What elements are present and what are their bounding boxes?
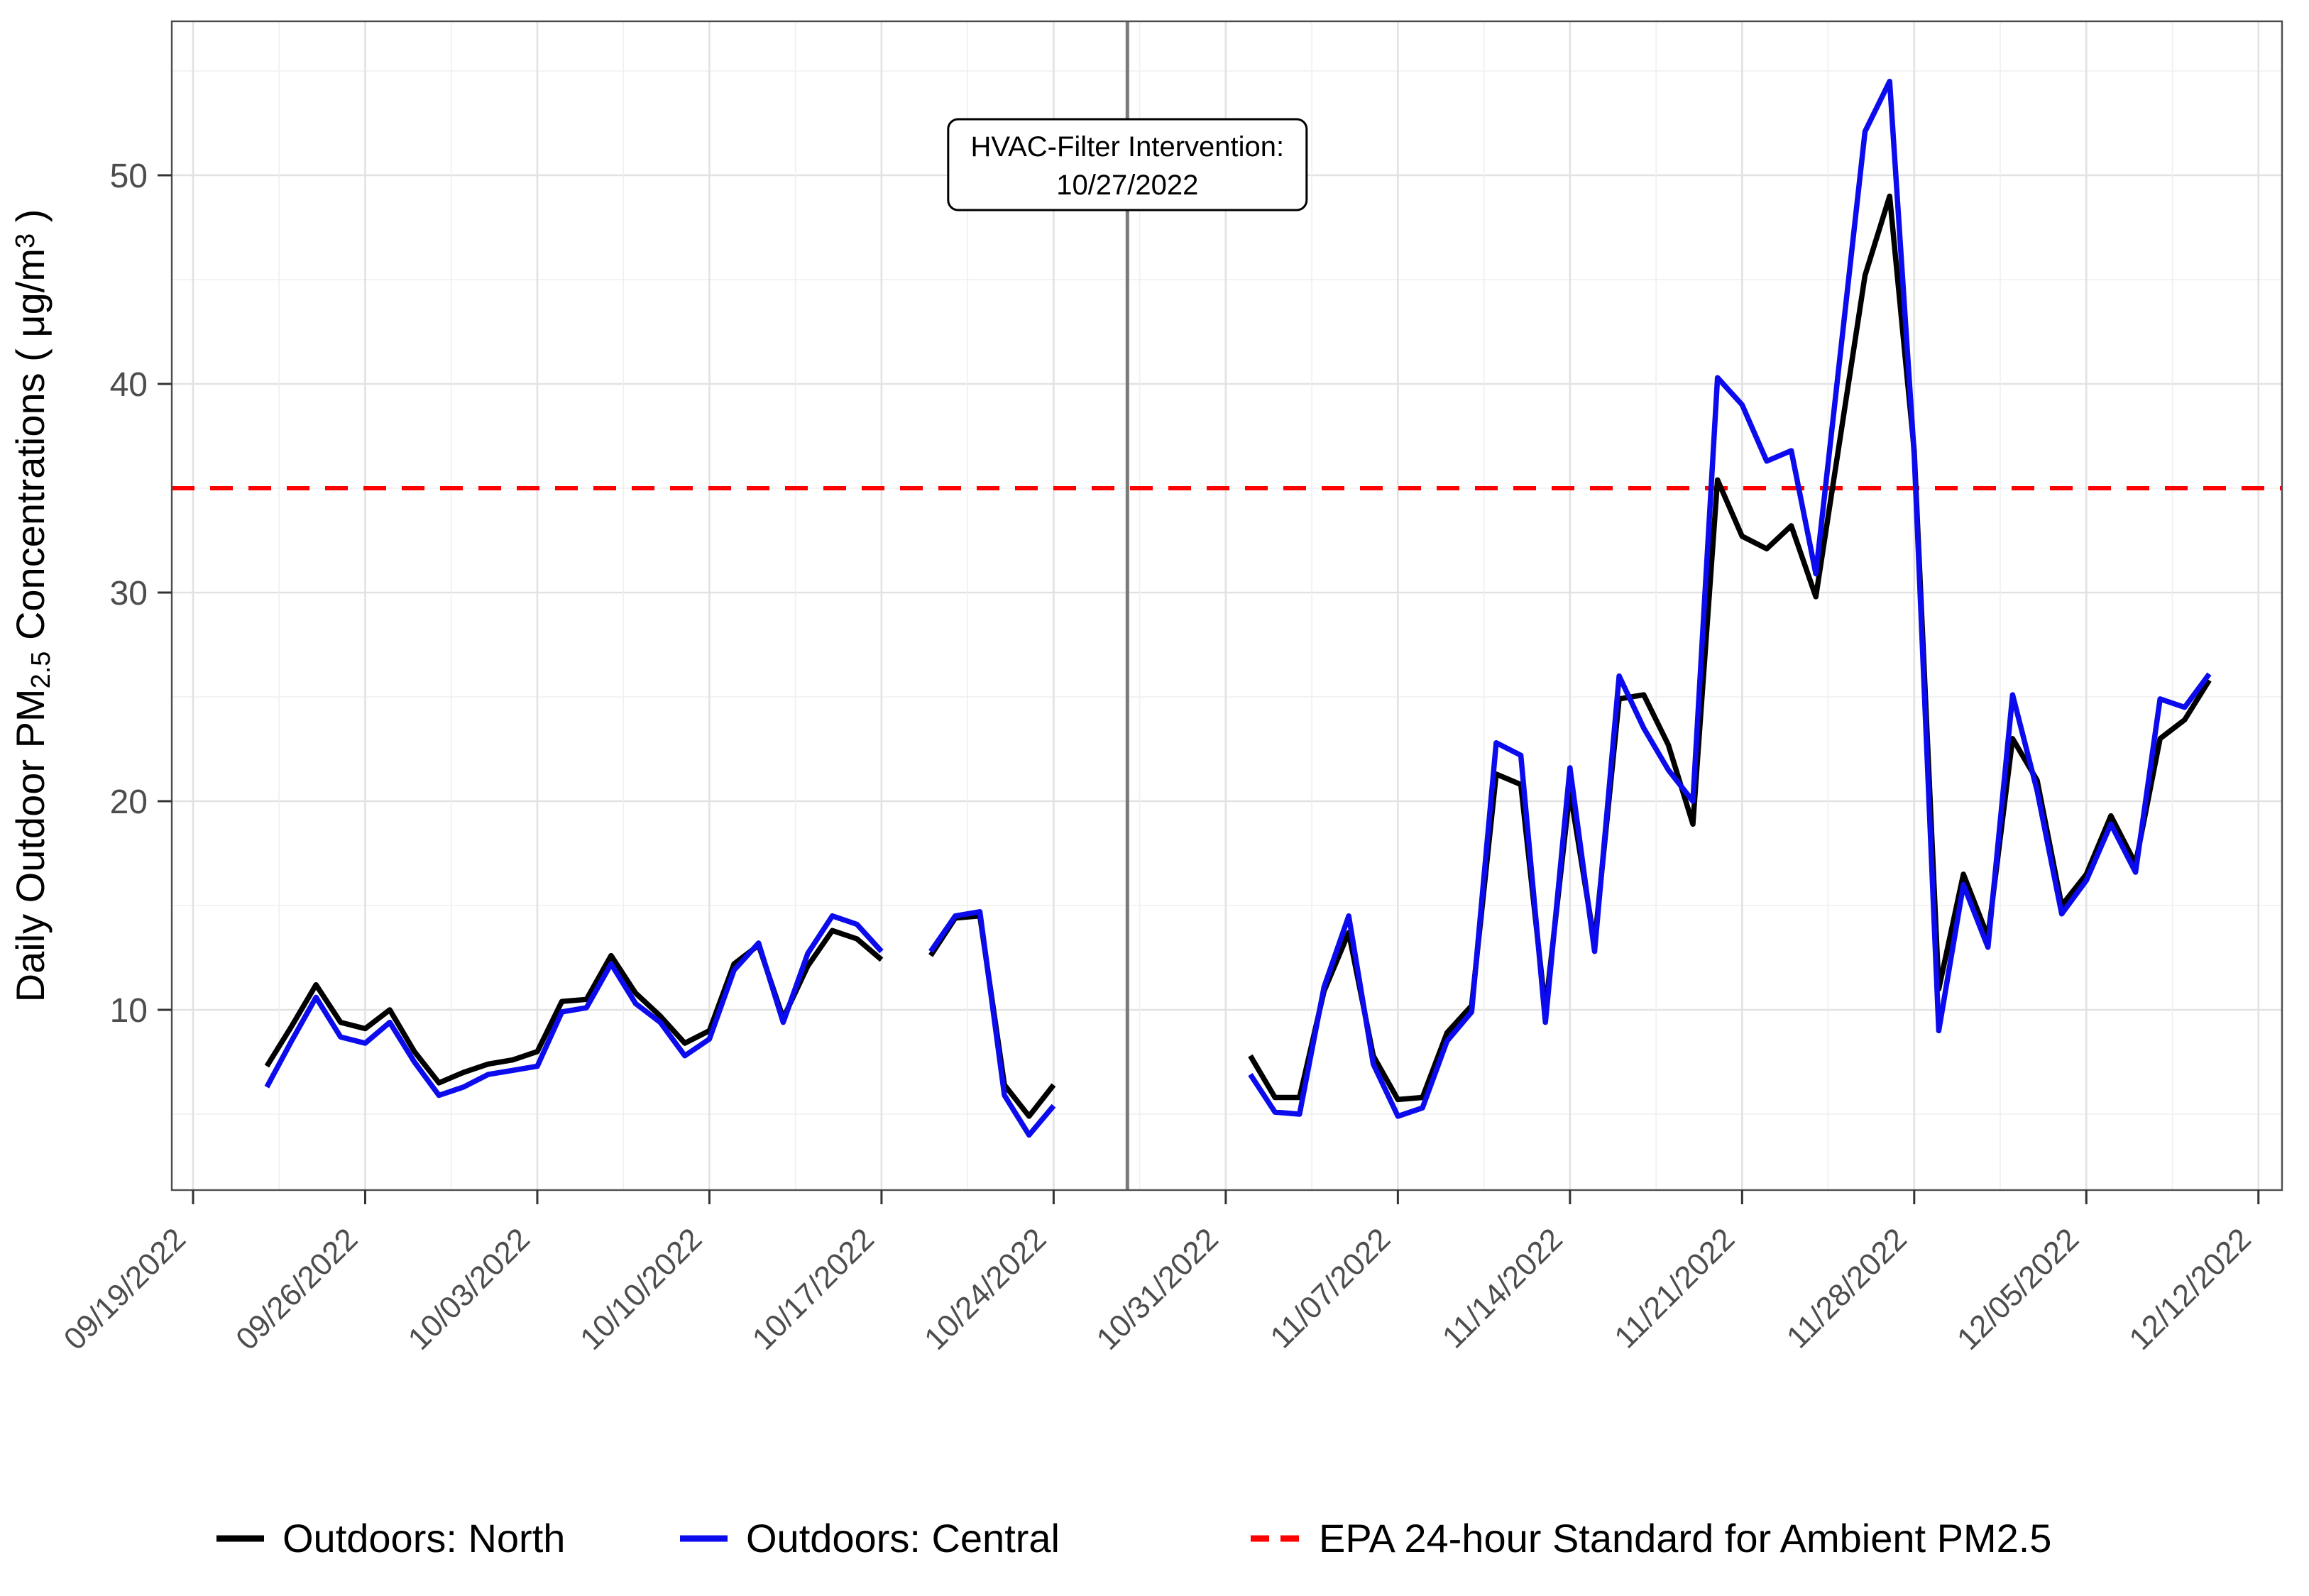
series-line-central (928, 909, 1056, 1138)
y-tick-label: 10 (110, 992, 148, 1030)
series-line-central (264, 913, 884, 1099)
y-axis-title: Daily Outdoor PM2.5 Concentrations ( μg/… (8, 209, 56, 1003)
panel-border (170, 20, 2283, 1192)
y-tick-labels: 10 20 30 40 50 (110, 158, 148, 1030)
reference-layer (172, 21, 2282, 1190)
series-layer (264, 78, 2212, 1138)
annotation-title: HVAC-Filter Intervention: (971, 131, 1285, 163)
y-tick-label: 20 (110, 783, 148, 821)
legend-label-central: Outdoors: Central (746, 1516, 1060, 1561)
y-tick-label: 50 (110, 158, 148, 195)
annotation-date: 10/27/2022 (1056, 170, 1198, 201)
axis-ticks-layer (158, 174, 2260, 1204)
y-tick-label: 40 (110, 366, 148, 404)
grid-layer (172, 21, 2282, 1190)
legend-label-epa: EPA 24-hour Standard for Ambient PM2.5 (1319, 1516, 2051, 1561)
legend: Outdoors: North Outdoors: Central EPA 24… (216, 1516, 2051, 1561)
legend-label-north: Outdoors: North (283, 1516, 565, 1561)
series-line-central (1248, 78, 2212, 1119)
intervention-annotation: HVAC-Filter Intervention: 10/27/2022 (947, 118, 1308, 211)
y-tick-label: 30 (110, 575, 148, 612)
annotation-box (947, 118, 1308, 211)
